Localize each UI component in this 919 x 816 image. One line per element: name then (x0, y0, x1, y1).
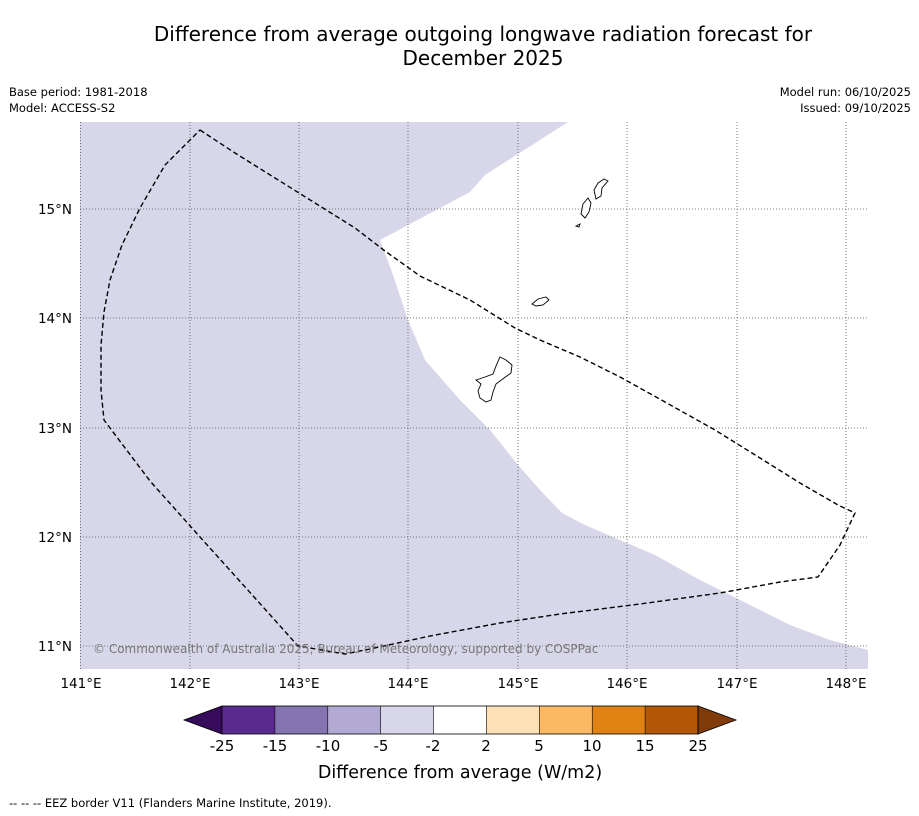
island-rota (531, 296, 550, 307)
lon-label: 148°E (825, 676, 866, 692)
colorbar-segment (274, 706, 328, 734)
colorbar-segment (222, 706, 275, 734)
colorbar-segment (486, 706, 540, 734)
lon-label: 143°E (278, 676, 319, 692)
colorbar-tick-label: -10 (316, 737, 341, 755)
gridlines (80, 122, 868, 669)
meta-right: Model run: 06/10/2025 Issued: 09/10/2025 (780, 84, 911, 116)
lon-label: 141°E (60, 676, 101, 692)
lon-label: 145°E (497, 676, 538, 692)
lat-label: 15°N (38, 202, 72, 218)
colorbar-segment (539, 706, 593, 734)
colorbar-tick-label: -2 (426, 737, 441, 755)
colorbar-tick-label: -15 (263, 737, 288, 755)
eez-footnote: -- -- -- EEZ border V11 (Flanders Marine… (9, 796, 332, 810)
colorbar-ticks: -25 -15 -10 -5 -2 2 5 10 15 25 (210, 737, 708, 755)
lat-axis: 15°N 14°N 13°N 12°N 11°N (38, 202, 72, 655)
lat-label: 11°N (38, 639, 72, 655)
title-line-2: December 2025 (402, 46, 564, 70)
eez-border (100, 129, 856, 655)
chart-title: Difference from average outgoing longwav… (120, 22, 846, 70)
island-aguijan (574, 223, 581, 228)
island-guam (475, 356, 513, 403)
colorbar-extend-high (697, 705, 738, 735)
lon-label: 147°E (716, 676, 757, 692)
colorbar-outline (221, 705, 699, 735)
title-line-1: Difference from average outgoing longwav… (153, 22, 813, 46)
colorbar-segment (592, 706, 646, 734)
island-saipan (593, 178, 609, 200)
model-run: Model run: 06/10/2025 (779, 85, 911, 99)
colorbar-tick-label: 15 (635, 737, 654, 755)
colorbar-tick-label: 5 (534, 737, 544, 755)
colorbar-segment (380, 706, 434, 734)
map-figure: 15°N 14°N 13°N 12°N 11°N 141°E 142°E 143… (38, 122, 868, 783)
lon-label: 142°E (169, 676, 210, 692)
colorbar-tick-label: 2 (481, 737, 491, 755)
colorbar-tick-label: -25 (210, 737, 235, 755)
colorbar-segment (433, 706, 487, 734)
issued-date: Issued: 09/10/2025 (800, 101, 911, 115)
meta-left: Base period: 1981-2018 Model: ACCESS-S2 (9, 84, 148, 116)
lon-label: 144°E (387, 676, 428, 692)
lon-label: 146°E (606, 676, 647, 692)
anomaly-fill-region (80, 122, 868, 669)
lon-axis: 141°E 142°E 143°E 144°E 145°E 146°E 147°… (60, 676, 866, 692)
map-area (80, 122, 868, 669)
copyright-notice: © Commonwealth of Australia 2025, Bureau… (93, 642, 598, 656)
lat-label: 13°N (38, 421, 72, 437)
colorbar-tick-label: -5 (374, 737, 389, 755)
lat-label: 12°N (38, 530, 72, 546)
colorbar-segment (327, 706, 381, 734)
colorbar-title: Difference from average (W/m2) (318, 763, 602, 783)
islands (475, 178, 609, 403)
colorbar-tick-label: 10 (582, 737, 601, 755)
model-name: Model: ACCESS-S2 (9, 101, 116, 115)
island-tinian (580, 197, 592, 219)
colorbar-tick-label: 25 (688, 737, 707, 755)
base-period: Base period: 1981-2018 (9, 85, 148, 99)
colorbar (182, 705, 738, 735)
colorbar-extend-low (182, 705, 223, 735)
lat-label: 14°N (38, 311, 72, 327)
colorbar-segment (645, 706, 698, 734)
